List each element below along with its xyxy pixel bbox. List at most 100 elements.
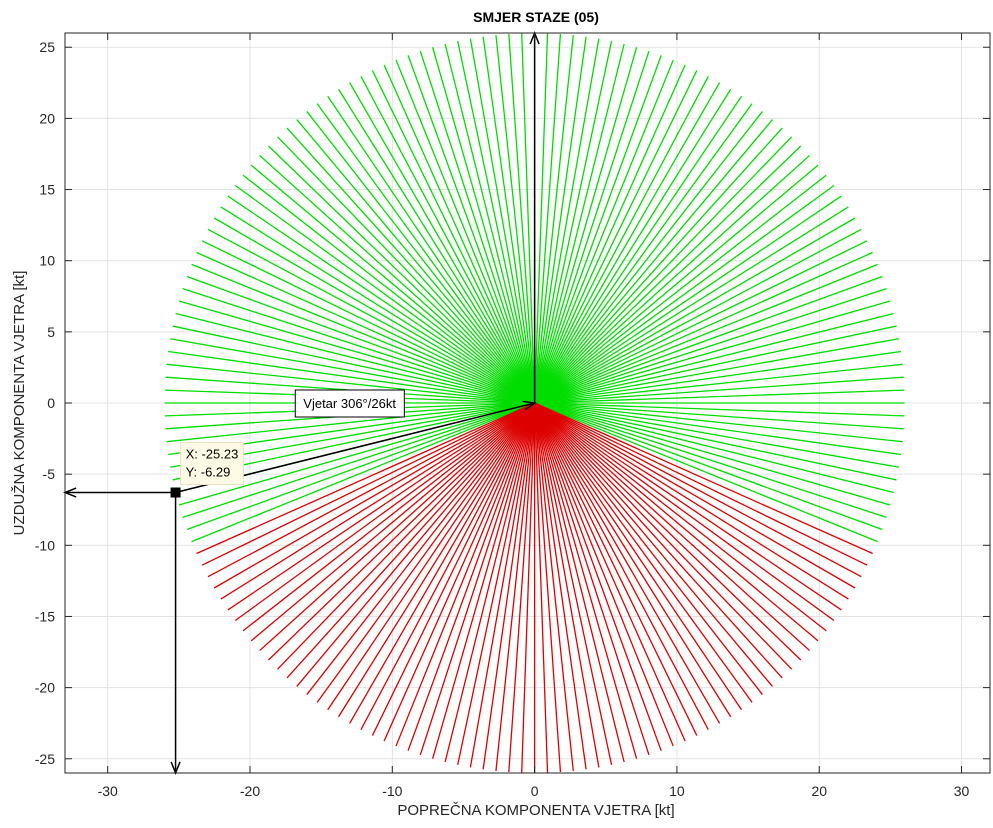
red-wind-ray bbox=[296, 402, 536, 687]
green-wind-ray bbox=[172, 325, 535, 404]
green-wind-ray bbox=[533, 33, 549, 404]
green-wind-ray bbox=[534, 206, 849, 404]
red-wind-ray bbox=[534, 402, 868, 566]
green-wind-ray bbox=[533, 36, 587, 404]
green-wind-ray bbox=[168, 350, 535, 404]
red-wind-ray bbox=[407, 402, 536, 751]
red-wind-ray bbox=[534, 402, 743, 711]
red-wind-ray bbox=[250, 402, 536, 642]
green-wind-ray bbox=[191, 263, 535, 404]
green-wind-ray bbox=[196, 251, 535, 404]
green-wind-ray bbox=[383, 64, 536, 404]
red-wind-ray bbox=[534, 402, 721, 724]
green-wind-ray bbox=[533, 43, 625, 404]
green-wind-ray bbox=[178, 402, 535, 506]
wind-vector-arrow-head bbox=[522, 400, 537, 411]
red-wind-ray bbox=[534, 402, 856, 589]
red-wind-ray bbox=[482, 402, 536, 770]
red-wind-ray bbox=[444, 402, 536, 763]
green-wind-ray bbox=[444, 43, 536, 404]
green-wind-ray bbox=[166, 363, 535, 404]
y-axis-label: UZDUŽNA KOMPONENTA VJETRA [kt] bbox=[11, 271, 28, 536]
green-wind-ray bbox=[534, 275, 883, 404]
green-wind-ray bbox=[220, 206, 535, 404]
red-wind-ray bbox=[534, 402, 773, 687]
green-wind-ray bbox=[533, 34, 574, 404]
red-wind-ray bbox=[534, 402, 873, 555]
green-wind-ray bbox=[534, 338, 900, 404]
green-wind-ray bbox=[182, 288, 535, 404]
green-wind-ray bbox=[534, 376, 904, 404]
green-wind-ray bbox=[182, 402, 535, 518]
red-wind-ray bbox=[371, 402, 536, 736]
green-wind-ray bbox=[534, 389, 905, 404]
red-wind-ray bbox=[213, 402, 535, 589]
red-wind-ray bbox=[457, 402, 536, 766]
green-wind-ray bbox=[521, 33, 536, 404]
x-tick-label: 30 bbox=[954, 783, 970, 799]
green-wind-ray bbox=[534, 154, 811, 404]
green-wind-ray bbox=[191, 402, 535, 543]
green-wind-ray bbox=[533, 33, 562, 404]
red-wind-ray bbox=[534, 402, 783, 679]
red-wind-ray bbox=[469, 402, 536, 768]
x-tick-label: -30 bbox=[98, 783, 118, 799]
green-wind-ray bbox=[533, 38, 600, 404]
red-wind-ray bbox=[534, 402, 802, 661]
green-wind-ray bbox=[534, 64, 686, 404]
green-wind-ray bbox=[170, 338, 535, 404]
red-wind-ray bbox=[207, 402, 535, 578]
green-wind-ray bbox=[534, 88, 732, 404]
red-wind-ray bbox=[534, 402, 662, 751]
datatip-x-text: X: -25.23 bbox=[186, 447, 239, 462]
red-wind-ray bbox=[534, 402, 842, 611]
green-wind-ray bbox=[227, 195, 535, 404]
wind-annotation-box bbox=[294, 389, 405, 418]
green-wind-ray bbox=[534, 263, 878, 404]
red-wind-ray bbox=[201, 402, 535, 566]
green-wind-ray bbox=[234, 184, 535, 404]
green-wind-ray bbox=[213, 217, 535, 404]
red-wind-ray bbox=[316, 402, 536, 703]
red-wind-ray bbox=[533, 402, 549, 773]
green-wind-ray bbox=[534, 76, 709, 404]
green-wind-ray bbox=[469, 38, 536, 404]
green-wind-ray bbox=[534, 136, 793, 404]
green-wind-ray bbox=[316, 103, 536, 404]
green-wind-ray bbox=[534, 402, 883, 531]
red-wind-ray bbox=[533, 402, 587, 770]
green-wind-ray bbox=[495, 34, 536, 404]
wind-rays bbox=[164, 33, 905, 773]
green-wind-ray bbox=[534, 363, 903, 404]
green-wind-ray bbox=[337, 88, 536, 404]
green-wind-ray bbox=[534, 402, 902, 456]
y-tick-label: 10 bbox=[39, 253, 55, 269]
red-wind-ray bbox=[533, 402, 650, 756]
y-tick-label: -25 bbox=[35, 751, 55, 767]
green-wind-ray bbox=[534, 251, 873, 404]
green-wind-ray bbox=[534, 350, 902, 404]
green-wind-ray bbox=[534, 217, 856, 404]
green-wind-ray bbox=[534, 82, 721, 404]
red-wind-ray bbox=[495, 402, 536, 772]
y-tick-label: -5 bbox=[43, 466, 56, 482]
red-wind-ray bbox=[432, 402, 536, 759]
chart-title: SMJER STAZE (05) bbox=[473, 9, 599, 25]
green-wind-ray bbox=[534, 402, 891, 506]
red-wind-ray bbox=[327, 402, 536, 711]
wind-annotation-text: Vjetar 306°/26kt bbox=[303, 396, 396, 411]
green-wind-ray bbox=[534, 402, 903, 443]
green-wind-ray bbox=[533, 50, 650, 404]
red-wind-ray bbox=[349, 402, 536, 724]
red-wind-ray bbox=[306, 402, 536, 695]
green-wind-ray bbox=[534, 70, 698, 404]
green-wind-ray bbox=[201, 240, 535, 404]
x-tick-label: -10 bbox=[382, 783, 402, 799]
green-wind-ray bbox=[277, 136, 536, 404]
marked-point bbox=[170, 487, 181, 498]
green-wind-ray bbox=[508, 33, 536, 404]
green-wind-ray bbox=[349, 82, 536, 404]
x-tick-label: 20 bbox=[811, 783, 827, 799]
red-wind-ray bbox=[259, 402, 536, 652]
